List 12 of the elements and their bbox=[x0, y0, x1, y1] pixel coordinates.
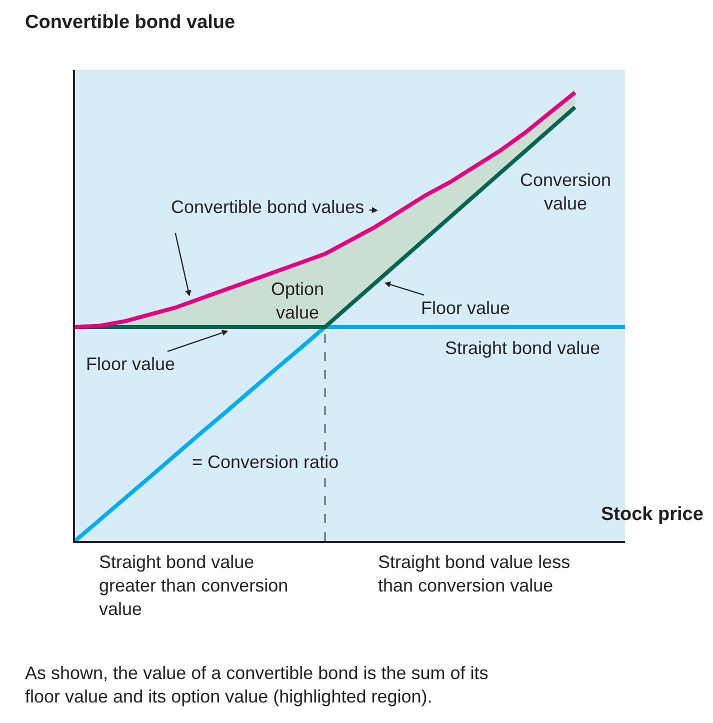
series-label: Floor value bbox=[86, 354, 176, 374]
x-axis-title: Stock price bbox=[601, 504, 704, 525]
text: Straight bond value less than conversion value bbox=[378, 552, 570, 596]
annotation: = Conversion ratio bbox=[192, 452, 339, 472]
series-label: Straight bond value bbox=[445, 338, 600, 358]
y-axis-title: Convertible bond value bbox=[25, 12, 236, 33]
text: Straight bond value greater than conversion value bbox=[99, 552, 288, 619]
text: Floor value bbox=[421, 298, 510, 318]
text: As shown, the value of a convertible bond is the sum of its floor value and its option value (highlighted region). bbox=[25, 663, 488, 706]
annotation: Conversion value bbox=[520, 170, 612, 214]
series-label: Convertible bond values bbox=[171, 197, 364, 217]
annotation: Option value bbox=[271, 279, 324, 322]
